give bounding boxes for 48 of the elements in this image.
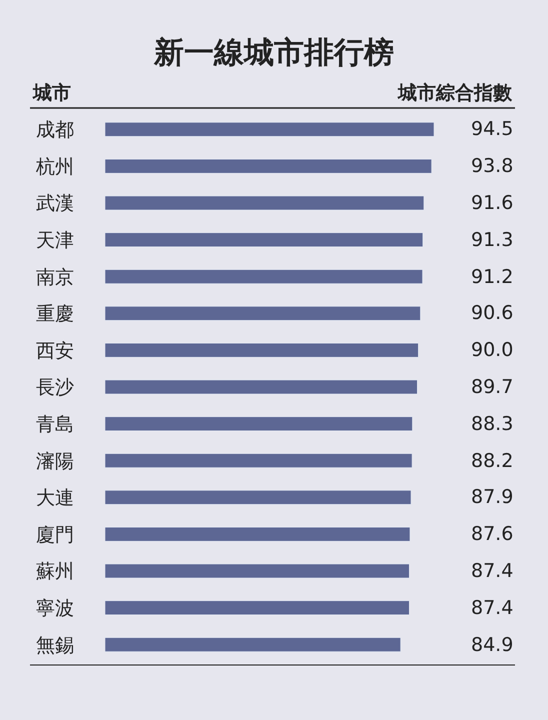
data-label: 94.5 xyxy=(471,118,514,140)
bar xyxy=(105,196,424,210)
y-tick-label: 南京 xyxy=(36,266,74,288)
bar xyxy=(105,306,421,321)
bar xyxy=(105,490,412,505)
data-label: 91.2 xyxy=(471,266,514,288)
data-label: 89.7 xyxy=(471,376,514,398)
data-label: 87.4 xyxy=(471,597,514,619)
y-tick-label: 青島 xyxy=(36,413,74,436)
data-label: 88.2 xyxy=(471,450,514,472)
data-label: 87.4 xyxy=(471,560,514,582)
y-tick-label: 杭州 xyxy=(35,156,74,178)
bar xyxy=(105,158,432,174)
bar xyxy=(105,600,410,616)
bar xyxy=(105,380,418,394)
data-label: 84.9 xyxy=(471,634,514,656)
y-tick-label: 瀋陽 xyxy=(36,450,74,472)
data-label: 90.6 xyxy=(471,302,514,324)
bar xyxy=(105,269,423,284)
y-tick-label: 大連 xyxy=(36,487,74,510)
bar xyxy=(105,342,419,358)
data-label: 93.8 xyxy=(471,155,514,177)
bar xyxy=(105,453,412,468)
y-tick-label: 蘇州 xyxy=(36,560,74,583)
y-tick-label: 長沙 xyxy=(36,376,74,399)
y-tick-label: 寧波 xyxy=(36,597,74,620)
data-label: 87.6 xyxy=(471,523,514,545)
bar xyxy=(105,564,410,578)
y-tick-label: 重慶 xyxy=(36,303,74,326)
data-label: 90.0 xyxy=(471,339,514,361)
bar xyxy=(105,416,413,432)
chart-title: 新一線城市排行榜 xyxy=(153,36,394,70)
bar xyxy=(105,637,401,652)
y-tick-label: 西安 xyxy=(36,340,74,362)
bar xyxy=(105,122,434,137)
bar xyxy=(105,526,410,542)
data-label: 88.3 xyxy=(471,413,514,435)
y-axis-title: 城市 xyxy=(32,82,71,104)
y-tick-label: 成都 xyxy=(36,119,74,142)
data-label: 91.3 xyxy=(471,229,514,251)
bar xyxy=(105,232,424,248)
data-label: 91.6 xyxy=(471,192,514,214)
y-tick-label: 無錫 xyxy=(36,634,74,656)
y-tick-label: 天津 xyxy=(36,229,74,252)
y-tick-label: 武漢 xyxy=(36,192,74,215)
data-label: 87.9 xyxy=(471,486,514,508)
x-axis-title: 城市綜合指數 xyxy=(397,82,513,104)
y-tick-label: 廈門 xyxy=(36,524,74,546)
